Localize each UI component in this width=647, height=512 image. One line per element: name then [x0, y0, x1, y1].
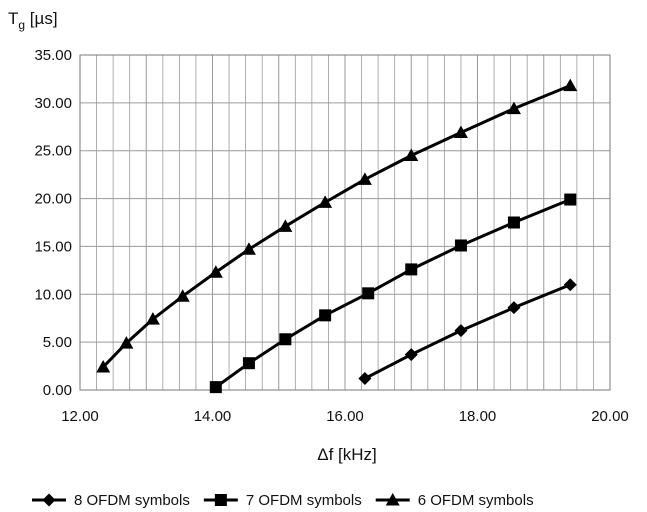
legend-item: 7 OFDM symbols: [203, 492, 362, 509]
x-tick-label: 16.00: [326, 408, 364, 425]
y-tick-label: 20.00: [34, 191, 72, 208]
x-axis-label: Δf [kHz]: [317, 445, 377, 464]
data-point-triangle: [241, 242, 256, 255]
legend-item: 6 OFDM symbols: [375, 492, 534, 509]
x-tick-label: 12.00: [61, 408, 99, 425]
data-point-triangle: [278, 219, 293, 232]
legend-label: 7 OFDM symbols: [246, 492, 362, 509]
legend-label: 8 OFDM symbols: [74, 492, 190, 509]
data-point-triangle: [563, 78, 578, 92]
data-point-triangle: [453, 125, 468, 139]
legend-item: 8 OFDM symbols: [32, 492, 190, 509]
data-point-triangle: [175, 289, 190, 302]
plot-area: [79, 54, 611, 391]
y-tick-label: 10.00: [34, 286, 72, 303]
data-point-square: [242, 357, 255, 370]
y-tick-label: 35.00: [34, 47, 72, 64]
y-tick-label: 5.00: [43, 334, 72, 351]
y-axis-label: Tg [µs]: [8, 9, 58, 32]
data-point-triangle: [119, 336, 134, 349]
x-tick-label: 20.00: [591, 408, 629, 425]
data-point-square: [209, 381, 222, 394]
data-point-triangle: [357, 172, 372, 185]
data-point-diamond: [358, 372, 372, 386]
data-point-triangle: [506, 101, 521, 115]
data-point-triangle: [208, 265, 223, 278]
data-point-triangle: [145, 312, 160, 325]
axes: 0.00 5.00 10.00 15.00 20.00 25.00 30.00 35.00 12…: [34, 47, 628, 425]
legend-marker-diamond: [42, 493, 56, 507]
data-point-square: [319, 309, 332, 322]
y-tick-label: 30.00: [34, 95, 72, 112]
data-point-square: [454, 239, 467, 252]
series-diamond: [358, 278, 577, 386]
series-line: [102, 84, 571, 369]
data-point-diamond: [563, 278, 577, 292]
y-tick-label: 25.00: [34, 143, 72, 160]
data-point-diamond: [404, 348, 418, 362]
data-point-square: [405, 263, 418, 276]
legend-marker-triangle: [385, 493, 400, 506]
data-point-square: [564, 193, 577, 206]
legend: 8 OFDM symbols 7 OFDM symbols 6 OFDM symbo…: [32, 492, 534, 509]
data-point-square: [362, 287, 375, 300]
y-tick-label: 15.00: [34, 238, 72, 255]
data-point-triangle: [404, 148, 419, 161]
data-point-diamond: [507, 301, 521, 315]
data-point-triangle: [318, 195, 333, 208]
series-group: [96, 78, 578, 394]
y-tick-label: 0.00: [43, 382, 72, 399]
series-square: [209, 193, 577, 394]
grid: [79, 54, 611, 391]
legend-label: 6 OFDM symbols: [418, 492, 534, 509]
data-point-square: [507, 216, 520, 229]
legend-marker-square: [214, 494, 227, 506]
series-triangle: [96, 78, 578, 373]
x-tick-label: 14.00: [194, 408, 232, 425]
data-point-triangle: [96, 360, 111, 373]
x-tick-label: 18.00: [459, 408, 497, 425]
data-point-square: [279, 333, 292, 346]
series-line: [364, 283, 571, 380]
data-point-diamond: [454, 324, 468, 338]
